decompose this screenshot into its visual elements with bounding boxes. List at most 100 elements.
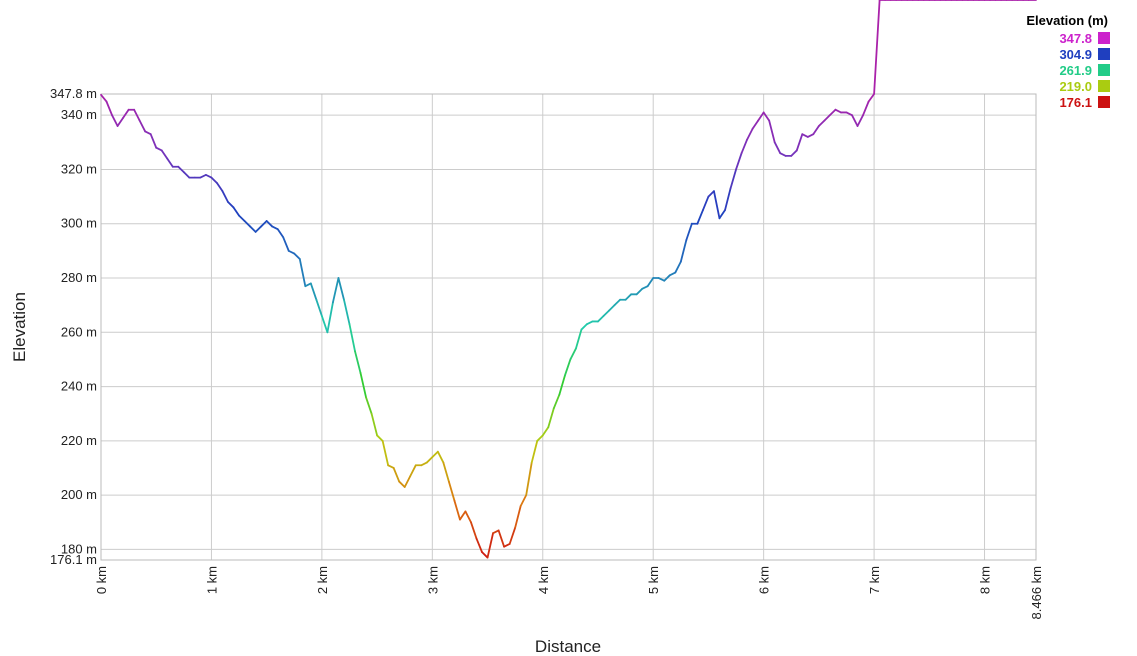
elevation-line-segment bbox=[177, 165, 185, 174]
elevation-line-segment bbox=[287, 249, 296, 255]
elevation-line-segment bbox=[707, 190, 715, 198]
elevation-line-segment bbox=[552, 393, 561, 410]
elevation-line-segment bbox=[663, 274, 671, 282]
elevation-line-segment bbox=[768, 119, 776, 144]
elevation-line-segment bbox=[817, 119, 826, 127]
y-tick-label: 300 m bbox=[61, 216, 97, 231]
elevation-line-segment bbox=[563, 358, 572, 377]
elevation-line-segment bbox=[343, 298, 351, 326]
elevation-line-segment bbox=[398, 480, 406, 488]
elevation-line-segment bbox=[138, 119, 147, 133]
legend-swatch bbox=[1098, 48, 1110, 60]
elevation-line-segment bbox=[746, 127, 754, 141]
elevation-line-segment bbox=[679, 239, 688, 263]
elevation-line-segment bbox=[464, 510, 472, 524]
elevation-line-segment bbox=[724, 187, 732, 212]
elevation-line-segment bbox=[271, 225, 279, 231]
elevation-line-segment bbox=[326, 301, 334, 334]
elevation-line-segment bbox=[856, 114, 864, 127]
legend-swatch bbox=[1098, 64, 1110, 76]
elevation-line-segment bbox=[232, 206, 240, 217]
elevation-line-segment bbox=[834, 108, 842, 114]
elevation-line-segment bbox=[702, 195, 710, 212]
elevation-line-segment bbox=[216, 182, 224, 193]
elevation-line-segment bbox=[514, 505, 522, 529]
y-tick-label: 280 m bbox=[61, 270, 97, 285]
elevation-line-segment bbox=[387, 464, 395, 469]
elevation-line-segment bbox=[337, 277, 345, 301]
elevation-line-segment bbox=[613, 298, 621, 307]
elevation-line-segment bbox=[829, 108, 837, 117]
elevation-line-segment bbox=[133, 108, 141, 122]
elevation-line-segment bbox=[668, 271, 677, 277]
x-tick-label: 8 km bbox=[978, 566, 993, 594]
elevation-line-segment bbox=[447, 480, 456, 502]
elevation-line-segment bbox=[470, 521, 478, 540]
elevation-line-segment bbox=[144, 130, 152, 136]
elevation-line-segment bbox=[199, 173, 207, 179]
elevation-line-segment bbox=[508, 526, 517, 545]
y-tick-label: 320 m bbox=[61, 161, 97, 176]
elevation-line-segment bbox=[370, 412, 379, 437]
elevation-line-segment bbox=[729, 168, 737, 190]
elevation-line-segment bbox=[111, 114, 119, 127]
elevation-line-segment bbox=[812, 125, 820, 136]
elevation-line-segment bbox=[359, 372, 367, 399]
elevation-line-segment bbox=[685, 222, 693, 241]
elevation-line-segment bbox=[823, 114, 831, 122]
y-tick-label: 180 m bbox=[61, 541, 97, 556]
elevation-line-segment bbox=[309, 282, 318, 301]
y-axis-title: Elevation bbox=[10, 292, 29, 362]
legend-value: 304.9 bbox=[1059, 47, 1092, 62]
x-axis-title: Distance bbox=[535, 637, 601, 656]
legend-value: 261.9 bbox=[1059, 63, 1092, 78]
elevation-line-segment bbox=[624, 293, 633, 301]
elevation-line-segment bbox=[862, 100, 870, 117]
elevation-line-segment bbox=[293, 252, 301, 260]
elevation-line-segment bbox=[713, 190, 721, 220]
elevation-line-segment bbox=[221, 190, 229, 203]
elevation-line-segment bbox=[674, 260, 682, 274]
elevation-line-segment bbox=[558, 374, 566, 396]
elevation-line-segment bbox=[227, 201, 235, 209]
elevation-line-segment bbox=[166, 157, 174, 168]
elevation-line-segment bbox=[100, 93, 108, 103]
legend-value: 347.8 bbox=[1059, 31, 1092, 46]
elevation-line-segment bbox=[530, 439, 539, 464]
elevation-line-segment bbox=[116, 116, 124, 127]
elevation-line-segment bbox=[503, 543, 511, 548]
y-tick-label: 176.1 m bbox=[50, 552, 97, 567]
elevation-line-segment bbox=[602, 309, 610, 317]
x-tick-label: 8.466 km bbox=[1029, 566, 1044, 619]
elevation-line-segment bbox=[597, 315, 605, 323]
legend-value: 219.0 bbox=[1059, 79, 1092, 94]
elevation-line-segment bbox=[238, 214, 246, 222]
elevation-line-segment bbox=[735, 152, 743, 171]
elevation-line-segment bbox=[519, 494, 528, 507]
elevation-line-segment bbox=[646, 277, 655, 288]
elevation-line-segment bbox=[304, 282, 312, 288]
elevation-line-segment bbox=[403, 475, 412, 488]
elevation-line-segment bbox=[657, 277, 666, 282]
grid bbox=[100, 93, 1037, 561]
elevation-line-segment bbox=[806, 133, 815, 138]
legend-value: 176.1 bbox=[1059, 95, 1092, 110]
elevation-line-segment bbox=[641, 285, 649, 290]
elevation-line-segment bbox=[845, 111, 853, 117]
elevation-line-segment bbox=[536, 434, 544, 442]
elevation-line-segment bbox=[155, 146, 163, 152]
elevation-series bbox=[100, 0, 1037, 559]
elevation-line-segment bbox=[442, 461, 450, 483]
elevation-line-segment bbox=[436, 450, 445, 464]
plot-frame bbox=[100, 93, 1037, 561]
elevation-line-segment bbox=[773, 141, 782, 155]
elevation-line-segment bbox=[795, 133, 804, 152]
elevation-line-segment bbox=[762, 111, 771, 122]
elevation-line-segment bbox=[276, 228, 285, 239]
elevation-line-segment bbox=[381, 439, 390, 467]
elevation-line-segment bbox=[492, 529, 500, 535]
elevation-line-segment bbox=[348, 323, 356, 353]
x-tick-label: 2 km bbox=[315, 566, 330, 594]
elevation-line-segment bbox=[254, 225, 263, 233]
